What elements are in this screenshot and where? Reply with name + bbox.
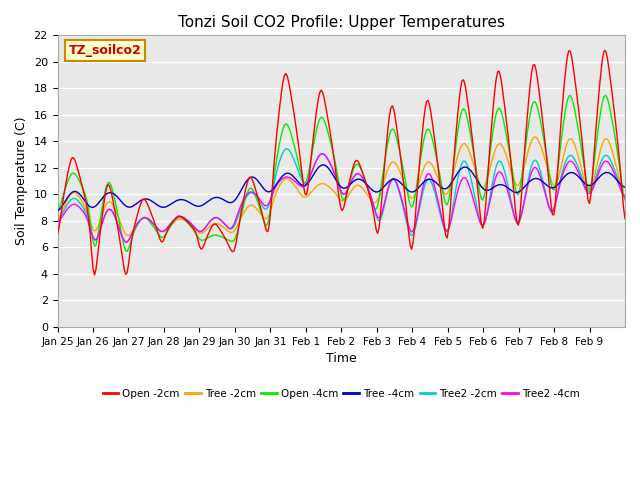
Legend: Open -2cm, Tree -2cm, Open -4cm, Tree -4cm, Tree2 -2cm, Tree2 -4cm: Open -2cm, Tree -2cm, Open -4cm, Tree -4… xyxy=(99,384,584,403)
Y-axis label: Soil Temperature (C): Soil Temperature (C) xyxy=(15,117,28,245)
X-axis label: Time: Time xyxy=(326,352,356,365)
Title: Tonzi Soil CO2 Profile: Upper Temperatures: Tonzi Soil CO2 Profile: Upper Temperatur… xyxy=(178,15,505,30)
Text: TZ_soilco2: TZ_soilco2 xyxy=(69,44,141,57)
